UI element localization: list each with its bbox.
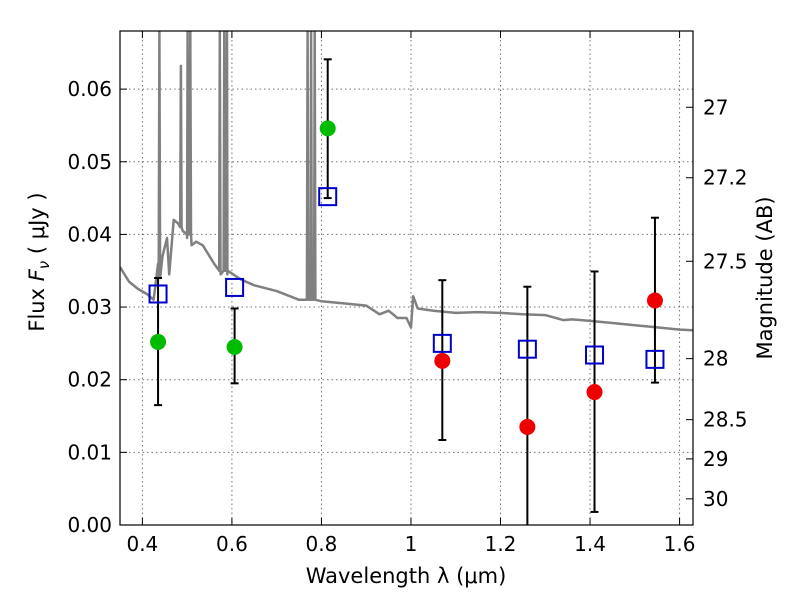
nearir-data-point bbox=[646, 292, 663, 309]
x-tick-label: 0.4 bbox=[126, 532, 158, 556]
model-photometry-point bbox=[148, 284, 168, 304]
y2-tick-label: 27.5 bbox=[703, 249, 748, 273]
x-tick-label: 1.4 bbox=[574, 532, 606, 556]
model-photometry-point bbox=[517, 339, 537, 359]
x-tick-label: 1.6 bbox=[664, 532, 696, 556]
error-bars bbox=[154, 58, 659, 525]
nearir-data-point bbox=[586, 384, 603, 401]
y2-tick-label: 30 bbox=[703, 487, 728, 511]
y2-tick-label: 27.2 bbox=[703, 166, 748, 190]
nearir-data-point bbox=[434, 352, 451, 369]
x-axis-label: Wavelength λ (μm) bbox=[306, 564, 507, 588]
model-spectrum bbox=[120, 31, 693, 332]
y-axis-label: Flux Fν ( μJy ) bbox=[25, 192, 53, 331]
model-photometry-point bbox=[225, 277, 245, 297]
y-tick-label: 0.05 bbox=[67, 150, 112, 174]
y-tick-label: 0.06 bbox=[67, 77, 112, 101]
plot-frame bbox=[119, 30, 694, 526]
x-axis-ticks: 0.4 0.6 0.8 1 1.2 1.4 1.6 bbox=[126, 31, 695, 556]
model-photometry-point bbox=[645, 349, 665, 369]
y-axis-ticks: 0.00 0.01 0.02 0.03 0.04 0.05 0.06 bbox=[67, 77, 127, 537]
y-tick-label: 0.02 bbox=[67, 368, 112, 392]
y2-axis-ticks: 27 27.2 27.5 28 28.5 29 30 bbox=[686, 95, 748, 511]
y-tick-label: 0.00 bbox=[67, 513, 112, 537]
y2-tick-label: 29 bbox=[703, 447, 728, 471]
data-markers bbox=[148, 120, 665, 435]
y-tick-label: 0.04 bbox=[67, 222, 112, 246]
nearir-data-point bbox=[519, 418, 536, 435]
model-photometry-point bbox=[432, 333, 452, 353]
y2-tick-label: 27 bbox=[703, 95, 728, 119]
y-tick-label: 0.03 bbox=[67, 295, 112, 319]
y2-axis-label: Magnitude (AB) bbox=[753, 196, 777, 359]
y2-tick-label: 28.5 bbox=[703, 408, 748, 432]
y-tick-label: 0.01 bbox=[67, 440, 112, 464]
model-photometry-point bbox=[585, 345, 605, 365]
x-tick-label: 1.2 bbox=[485, 532, 517, 556]
optical-data-point bbox=[226, 339, 243, 356]
y2-tick-label: 28 bbox=[703, 347, 728, 371]
grid-lines bbox=[120, 31, 693, 525]
x-tick-label: 0.8 bbox=[306, 532, 338, 556]
x-tick-label: 0.6 bbox=[216, 532, 248, 556]
x-tick-label: 1 bbox=[405, 532, 418, 556]
model-photometry-point bbox=[318, 187, 338, 207]
optical-data-point bbox=[150, 333, 167, 350]
model-spectrum-line bbox=[120, 31, 693, 332]
optical-data-point bbox=[319, 120, 336, 137]
